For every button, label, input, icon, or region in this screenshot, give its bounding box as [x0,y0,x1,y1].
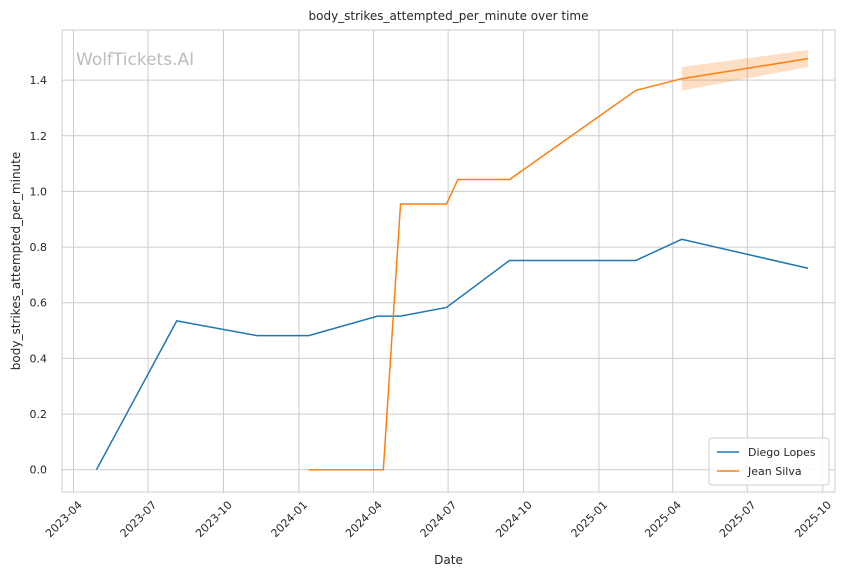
x-tick-label: 2023-10 [193,498,235,540]
confidence-bands [681,50,808,91]
y-axis-label: body_strikes_attempted_per_minute [9,152,23,370]
y-tick-label: 0.0 [30,464,48,477]
legend: Diego Lopes Jean Silva [708,437,830,486]
y-tick-label: 0.6 [30,297,48,310]
y-tick-label: 1.0 [30,185,48,198]
y-tick-label: 1.4 [30,74,48,87]
y-tick-label: 0.2 [30,408,48,421]
x-tick-label: 2025-04 [642,498,684,540]
x-tick-label: 2024-04 [343,498,385,540]
x-axis-label: Date [434,553,463,567]
x-tick-label: 2025-07 [717,498,759,540]
x-axis-ticks: 2023-04 2023-07 2023-10 2024-01 2024-04 2024-… [43,498,834,540]
legend-label-diego-lopes: Diego Lopes [748,446,816,459]
x-tick-label: 2025-01 [569,498,611,540]
x-tick-label: 2024-01 [269,498,311,540]
legend-box [708,437,830,486]
y-tick-label: 0.8 [30,241,48,254]
y-tick-label: 0.4 [30,352,48,365]
x-tick-label: 2023-04 [43,498,85,540]
jean-silva-line [308,57,809,471]
legend-label-jean-silva: Jean Silva [747,465,802,478]
y-tick-label: 1.2 [30,130,48,143]
diego-lopes-line [95,238,809,471]
x-tick-label: 2024-10 [493,498,535,540]
grid-lines [62,30,835,492]
y-axis-ticks: 0.0 0.2 0.4 0.6 0.8 1.0 1.2 1.4 [30,74,48,477]
watermark: WolfTickets.AI [76,50,194,70]
chart-title: body_strikes_attempted_per_minute over t… [309,9,589,23]
series-lines [95,57,809,471]
x-tick-label: 2025-10 [792,498,834,540]
jean-silva-band [681,50,808,91]
x-tick-label: 2024-07 [418,498,460,540]
x-tick-label: 2023-07 [118,498,160,540]
plot-frame [61,29,836,493]
